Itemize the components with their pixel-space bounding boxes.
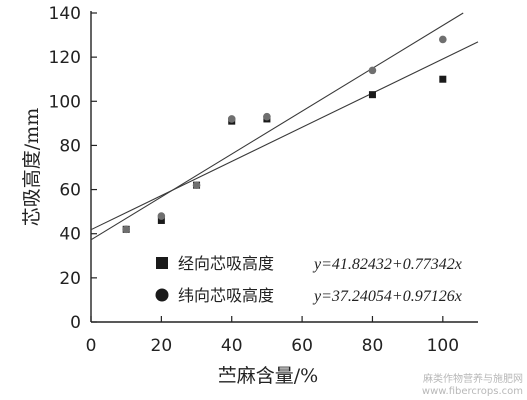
data-point-weft (192, 181, 201, 189)
watermark: 麻类作物营养与施肥网 www.fibercrops.com (422, 374, 523, 398)
y-tick-label: 140 (49, 4, 81, 24)
legend-equation-weft: y=37.24054+0.97126x (312, 288, 462, 305)
legend: 经向芯吸高度 y=41.82432+0.77342x 纬向芯吸高度 y=37.2… (155, 254, 462, 305)
x-tick-label: 100 (427, 336, 459, 356)
y-tick-label: 0 (70, 313, 81, 333)
watermark-line-1: 麻类作物营养与施肥网 (423, 374, 523, 385)
legend-label-warp: 经向芯吸高度 (178, 254, 274, 273)
x-axis-title: 苎麻含量/% (218, 365, 318, 387)
y-axis-title: 芯吸高度/mm (21, 108, 43, 226)
x-tick-label: 0 (86, 336, 97, 356)
data-point-warp (439, 75, 447, 83)
fit-line-warp (90, 41, 479, 231)
x-tick-label: 20 (151, 336, 173, 356)
data-point-weft (439, 35, 447, 44)
y-tick-label: 80 (59, 136, 81, 156)
y-tick-label: 120 (49, 48, 81, 68)
legend-equation-warp: y=41.82432+0.77342x (312, 256, 462, 273)
x-tick-label: 40 (221, 336, 243, 356)
fit-line-weft (90, 12, 464, 241)
legend-marker-warp (156, 257, 168, 269)
data-point-warp (157, 216, 165, 224)
x-tick-label: 60 (291, 336, 313, 356)
y-tick-label: 40 (59, 225, 81, 245)
legend-marker-weft (155, 288, 169, 302)
data-point-weft (122, 225, 130, 234)
watermark-line-2: www.fibercrops.com (421, 386, 523, 397)
legend-label-weft: 纬向芯吸高度 (178, 286, 274, 305)
y-tick-label: 60 (59, 181, 81, 201)
data-point-weft (263, 112, 271, 121)
y-tick-label: 100 (49, 92, 81, 112)
data-point-weft (227, 115, 236, 123)
data-point-weft (157, 212, 166, 220)
y-tick-label: 20 (59, 269, 81, 289)
x-tick-label: 80 (362, 336, 384, 356)
data-point-warp (368, 91, 376, 99)
data-point-weft (368, 66, 377, 75)
